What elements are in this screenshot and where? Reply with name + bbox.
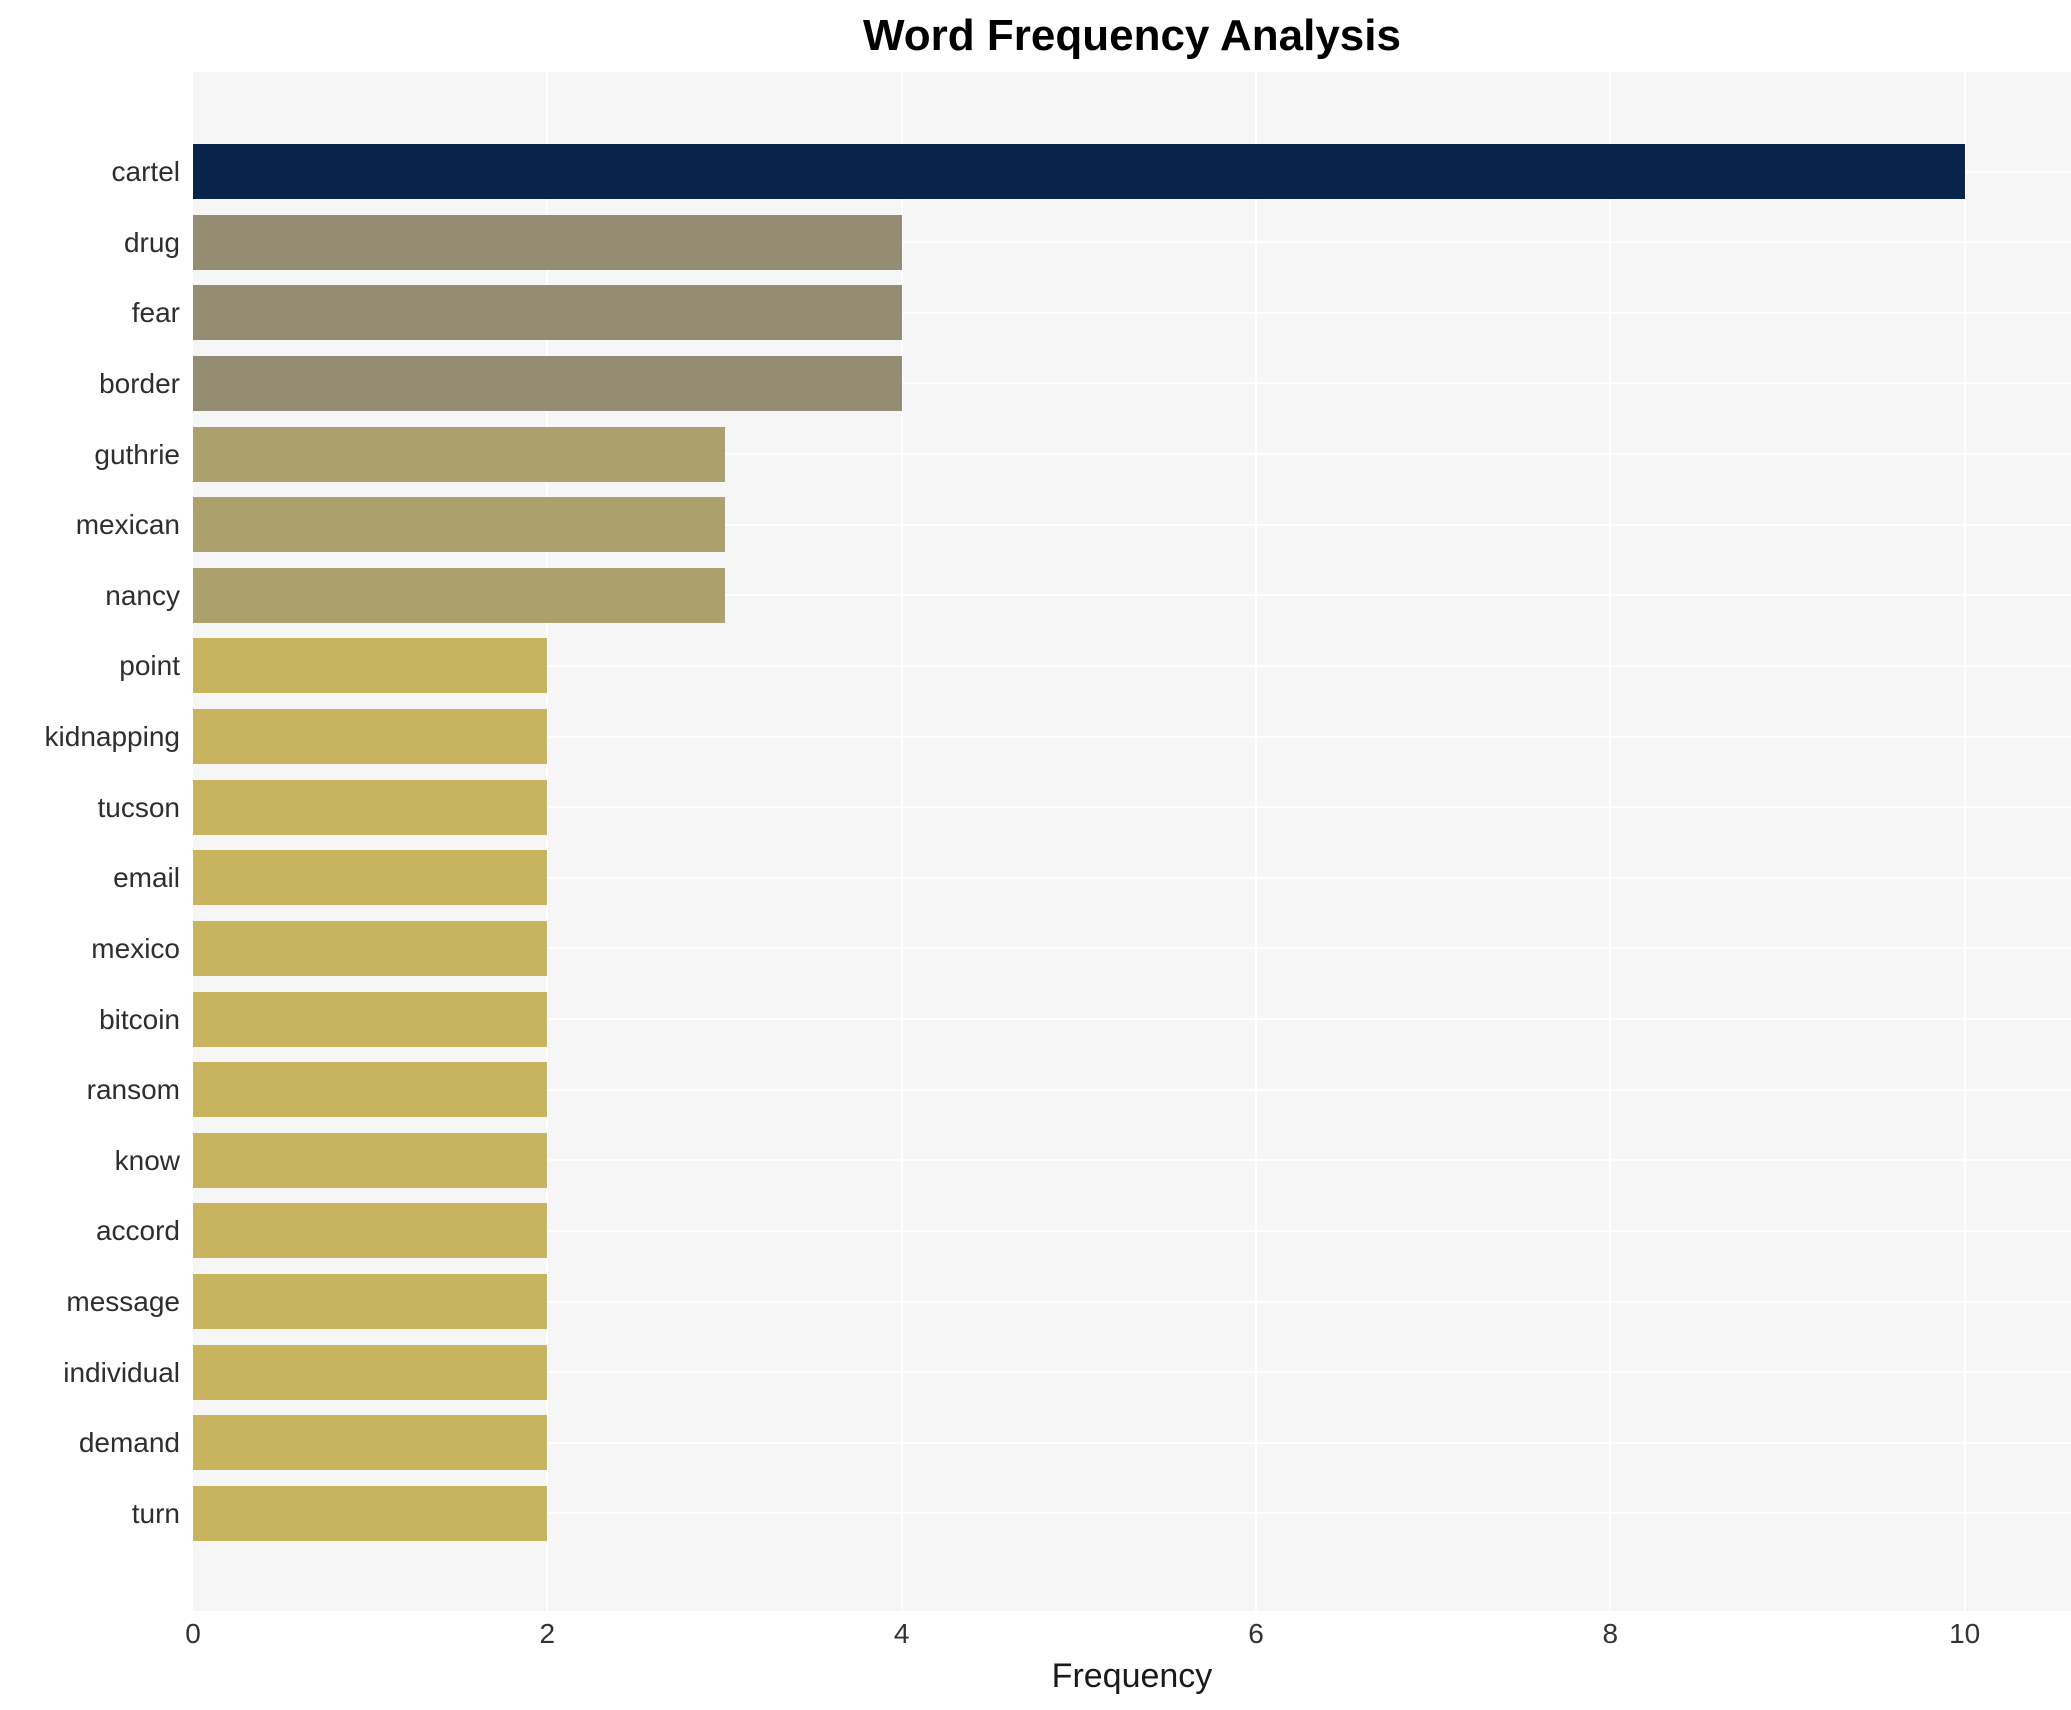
bar-kidnapping[interactable] [193, 709, 548, 764]
y-tick-label-border: border [99, 367, 180, 399]
vertical-gridline-4 [900, 72, 903, 1611]
y-tick-label-email: email [113, 862, 180, 894]
bar-turn[interactable] [193, 1485, 548, 1541]
y-tick-label-turn: turn [131, 1497, 180, 1529]
bar-guthrie[interactable] [193, 426, 725, 482]
bar-point[interactable] [193, 638, 548, 694]
bar-border[interactable] [193, 355, 902, 411]
horizontal-gridline [193, 1441, 2071, 1444]
bar-bitcoin[interactable] [193, 991, 548, 1047]
y-tick-label-guthrie: guthrie [94, 438, 180, 470]
x-tick-label-0: 0 [185, 1618, 201, 1649]
horizontal-gridline [193, 1229, 2071, 1232]
horizontal-gridline [193, 735, 2071, 738]
x-tick-label-10: 10 [1949, 1618, 1981, 1649]
bar-row-email [193, 850, 2071, 906]
horizontal-gridline [193, 664, 2071, 667]
y-tick-label-demand: demand [78, 1427, 180, 1459]
horizontal-gridline [193, 1300, 2071, 1303]
bar-row-tucson [193, 779, 2071, 835]
horizontal-gridline [193, 311, 2071, 314]
bar-row-message [193, 1274, 2071, 1329]
chart-title: Word Frequency Analysis [863, 11, 1401, 60]
bar-row-drug [193, 214, 2071, 270]
bar-message[interactable] [193, 1274, 548, 1329]
bar-accord[interactable] [193, 1203, 548, 1259]
bar-email[interactable] [193, 850, 548, 906]
x-tick-label-8: 8 [1602, 1618, 1619, 1649]
x-tick-label-2: 2 [539, 1618, 556, 1649]
bar-ransom[interactable] [193, 1062, 548, 1118]
y-tick-label-know: know [114, 1144, 180, 1176]
bar-cartel[interactable] [193, 144, 1965, 199]
bar-row-cartel [193, 144, 2071, 199]
bar-row-border [193, 355, 2071, 411]
y-tick-label-bitcoin: bitcoin [99, 1003, 180, 1035]
y-tick-label-accord: accord [95, 1215, 180, 1247]
horizontal-gridline [193, 241, 2071, 244]
bar-row-fear [193, 285, 2071, 341]
bar-row-nancy [193, 567, 2071, 623]
bar-rows [193, 144, 2071, 1541]
y-axis-labels: cartel drug fear border guthrie mexican nancy p… [0, 144, 180, 1541]
y-tick-label-kidnapping: kidnapping [44, 721, 180, 752]
bar-row-turn [193, 1485, 2071, 1541]
vertical-gridline-8 [1609, 72, 1612, 1611]
vertical-gridline-2 [546, 72, 549, 1611]
bar-know[interactable] [193, 1132, 548, 1188]
y-tick-label-ransom: ransom [86, 1074, 180, 1106]
horizontal-gridline [193, 876, 2071, 879]
bar-row-kidnapping [193, 709, 2071, 764]
bar-row-mexican [193, 497, 2071, 553]
horizontal-gridline [193, 1159, 2071, 1162]
horizontal-gridline [193, 947, 2071, 950]
bar-individual[interactable] [193, 1344, 548, 1400]
bar-row-mexico [193, 920, 2071, 976]
horizontal-gridline [193, 1018, 2071, 1020]
y-tick-label-message: message [66, 1286, 180, 1317]
bar-demand[interactable] [193, 1415, 548, 1471]
bar-tucson[interactable] [193, 779, 548, 835]
vertical-gridline-6 [1255, 72, 1258, 1611]
horizontal-gridline [193, 1512, 2071, 1515]
bar-row-bitcoin [193, 991, 2071, 1047]
horizontal-gridline [193, 453, 2071, 455]
bar-row-guthrie [193, 426, 2071, 482]
y-tick-label-point: point [119, 650, 180, 682]
y-tick-label-cartel: cartel [111, 156, 180, 187]
vertical-gridline-10 [1963, 72, 1966, 1611]
bar-mexican[interactable] [193, 497, 725, 553]
y-tick-label-tucson: tucson [97, 791, 181, 823]
bar-fear[interactable] [193, 285, 902, 341]
plot-area [193, 72, 2071, 1611]
y-tick-label-mexico: mexico [91, 932, 180, 964]
bar-row-accord [193, 1203, 2071, 1259]
x-tick-label-4: 4 [893, 1618, 910, 1649]
horizontal-gridline [193, 1371, 2071, 1374]
x-axis-label: Frequency [1051, 1657, 1213, 1695]
y-tick-label-fear: fear [131, 297, 180, 329]
horizontal-gridline [193, 1088, 2071, 1091]
bar-nancy[interactable] [193, 567, 725, 623]
horizontal-gridline [193, 594, 2071, 597]
y-tick-label-mexican: mexican [75, 509, 180, 541]
y-tick-label-individual: individual [63, 1356, 180, 1388]
bar-row-know [193, 1132, 2071, 1188]
bar-mexico[interactable] [193, 920, 548, 976]
y-tick-label-drug: drug [123, 226, 180, 258]
bar-drug[interactable] [193, 214, 902, 270]
x-axis-ticks: 0 2 4 6 8 10 [185, 1616, 2071, 1652]
x-tick-label-6: 6 [1248, 1618, 1264, 1649]
y-tick-label-nancy: nancy [105, 579, 180, 611]
horizontal-gridline [193, 523, 2071, 526]
bar-row-demand [193, 1415, 2071, 1471]
bar-row-point [193, 638, 2071, 694]
horizontal-gridline [193, 806, 2071, 809]
bar-row-individual [193, 1344, 2071, 1400]
bar-row-ransom [193, 1062, 2071, 1118]
horizontal-gridline [193, 382, 2071, 385]
